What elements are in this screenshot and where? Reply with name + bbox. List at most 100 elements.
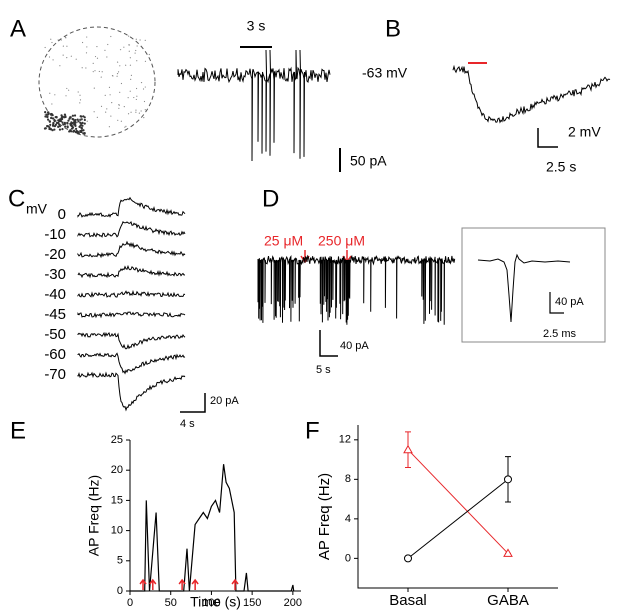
dot [73,130,75,132]
dot [130,91,131,92]
scale-label: 50 pA [350,153,387,169]
dot [136,99,137,100]
dot [105,95,106,96]
dot [136,96,137,97]
dot [81,125,83,127]
marker [404,446,412,453]
dot [74,114,76,116]
y-tick-label: 10 [111,525,123,537]
dot [82,129,84,131]
dot [63,55,64,56]
dot [71,56,72,57]
dot [45,114,46,115]
dot [66,46,67,47]
dot [50,128,52,130]
dot [75,128,77,130]
dot [145,61,146,62]
dot [110,115,111,116]
dot [67,126,69,128]
dot [53,128,55,130]
dot [47,125,49,127]
dot [61,39,62,40]
dot [77,122,78,123]
dot [49,93,50,94]
y-tick-label: 12 [339,434,351,446]
dot [117,73,118,74]
dot [58,39,59,40]
scale-label: 4 s [180,418,195,430]
dot [50,39,51,40]
dot [71,128,73,130]
dot [79,102,80,103]
dot [118,108,119,109]
dot [141,82,142,83]
x-tick-label: 0 [127,597,133,609]
dot [82,67,83,68]
dot [59,128,61,130]
dot [45,47,46,48]
dot [106,108,107,109]
dot [66,88,67,89]
dot [101,106,102,107]
dot [68,130,70,132]
dot [93,71,94,72]
dot [121,121,122,122]
marker [505,476,512,483]
dot [123,47,124,48]
dot [135,110,136,111]
series-line [408,479,508,558]
dot [135,112,136,113]
inset-box [462,228,605,342]
panel-label: F [305,417,320,444]
panel-label: B [385,15,401,42]
voltage-label: -30 [44,266,66,283]
y-tick-label: 25 [111,434,123,446]
y-tick-label: 20 [111,464,123,476]
dot [80,115,82,117]
dot [81,122,83,124]
dot [58,120,60,122]
dot [44,115,46,117]
dot [74,120,76,122]
dot [133,97,134,98]
dot [105,112,106,113]
dot [128,97,129,98]
dot [129,51,130,52]
voltage-label: -45 [44,306,66,323]
dot [145,40,146,41]
stimulus-arrow [192,580,198,590]
panel-label: A [10,15,26,42]
dot [94,111,95,112]
dot [131,75,132,76]
dot [67,120,69,122]
dot [49,120,51,122]
dot [86,52,87,53]
dot [78,132,80,134]
trace-path [78,242,185,257]
dot [130,57,131,58]
dot [120,49,121,50]
dot [104,50,105,51]
unit-label: mV [26,201,48,217]
voltage-traces: 0-10-20-30-40-45-50-60-70 [44,198,185,410]
dot [68,90,69,91]
scale-label: 2 mV [568,124,601,140]
dot [65,37,66,38]
trace-path [78,373,185,410]
y-axis-label: AP Freq (Hz) [86,475,102,556]
dot [82,132,84,134]
dot [64,115,66,117]
x-tick-label: 50 [165,597,177,609]
dot [102,71,103,72]
dot [61,121,63,123]
dot [76,59,77,60]
dot [111,102,112,103]
dot [118,71,119,72]
dot [84,119,86,121]
trace-path [78,291,185,297]
dot [93,63,94,64]
stimulus-arrow [232,580,238,590]
dot [128,36,129,37]
dot [79,125,81,127]
dot [63,45,64,46]
